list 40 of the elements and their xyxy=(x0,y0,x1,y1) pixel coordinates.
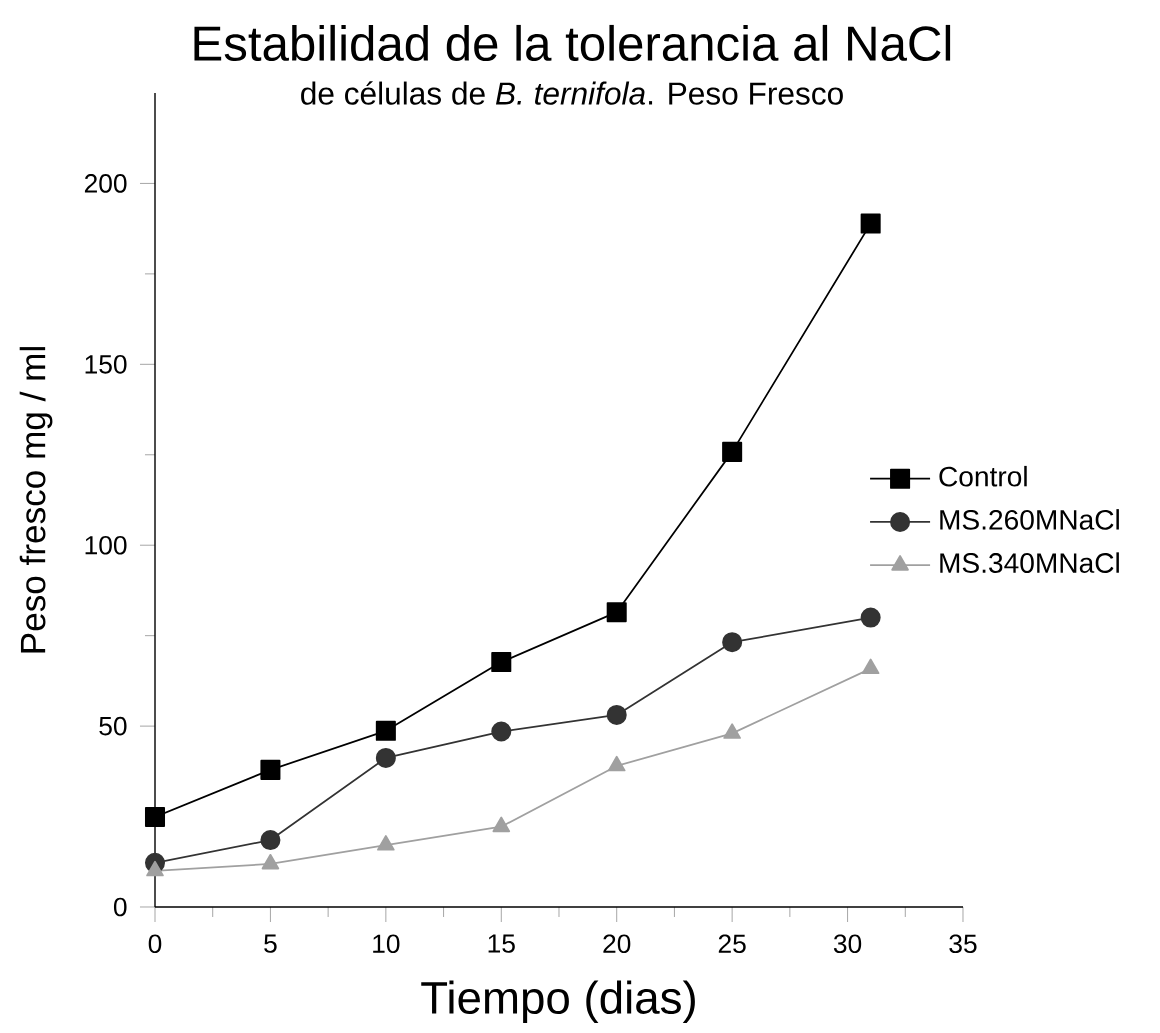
point xyxy=(491,721,512,742)
point xyxy=(860,213,881,234)
chart-subtitle: de células de B. ternifola. Peso Fresco xyxy=(301,81,843,105)
x-tick-label: 35 xyxy=(949,934,977,954)
point xyxy=(492,816,511,833)
point xyxy=(491,652,512,673)
legend-label: Control xyxy=(939,465,1027,487)
x-tick-label: 25 xyxy=(718,934,746,954)
point xyxy=(146,860,164,877)
y-tick-label: 50 xyxy=(99,716,127,736)
y-axis-title: Peso fresco mg / ml xyxy=(19,347,53,653)
point xyxy=(606,602,627,623)
point xyxy=(606,704,627,725)
x-tick-label: 10 xyxy=(373,934,400,954)
legend-label: MS.260MNaCl xyxy=(940,509,1119,530)
legend-label: MS.340MNaCl xyxy=(940,552,1119,573)
point xyxy=(375,747,396,768)
y-tick-label: 200 xyxy=(84,174,127,193)
x-tick-label: 20 xyxy=(603,934,631,954)
y-tick-label: 0 xyxy=(113,897,127,917)
x-tick-label: 30 xyxy=(833,934,862,954)
point xyxy=(723,723,741,739)
x-tick-label: 15 xyxy=(488,934,515,953)
y-tick-label: 100 xyxy=(85,535,127,555)
point xyxy=(722,632,743,653)
point xyxy=(261,853,280,870)
point xyxy=(861,658,880,675)
point xyxy=(144,806,166,827)
x-axis-title: Tiempo (dias) xyxy=(421,980,695,1024)
point xyxy=(607,755,626,772)
point xyxy=(377,835,395,851)
point xyxy=(722,441,743,462)
point xyxy=(860,607,881,628)
chart-title: Estabilidad de la tolerancia al NaCl xyxy=(194,24,951,62)
point xyxy=(375,720,396,741)
y-tick-label: 150 xyxy=(85,354,127,374)
point xyxy=(260,830,281,851)
x-tick-label: 5 xyxy=(264,934,277,953)
point xyxy=(260,759,281,780)
x-tick-label: 0 xyxy=(148,934,162,954)
